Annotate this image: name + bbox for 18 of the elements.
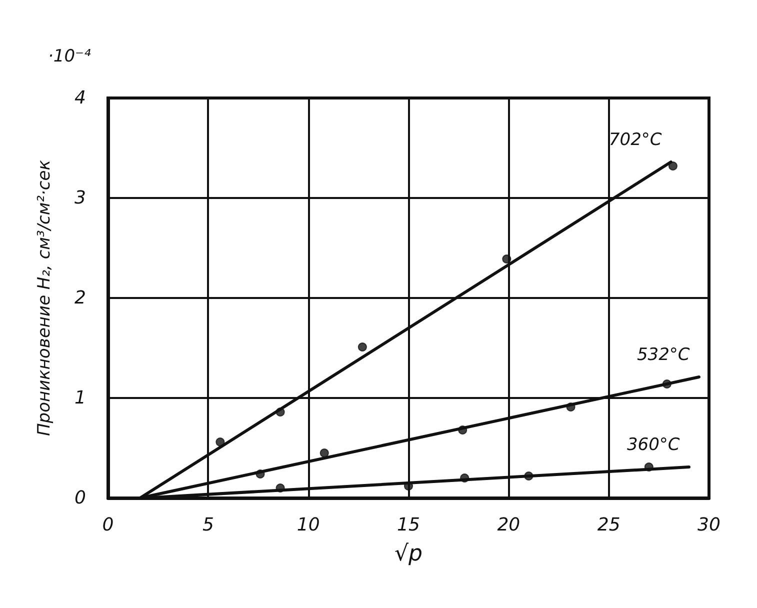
series-label: 360°C	[626, 435, 680, 455]
x-tick-label: 30	[698, 514, 720, 536]
text: ·10⁻⁴	[48, 46, 92, 66]
series-label: 532°C	[636, 345, 690, 365]
y-tick-label: 2	[74, 288, 86, 308]
y-tick-label: 4	[74, 88, 86, 108]
x-tick-label: 10	[296, 514, 320, 536]
x-tick-label: 15	[397, 514, 420, 536]
x-tick-label: 0	[102, 514, 114, 536]
y-axis-title: Проникновение H₂, см³/см²·сек	[34, 159, 54, 436]
x-tick-label: 20	[497, 514, 520, 536]
x-tick-label: 5	[202, 514, 214, 536]
series-label: 702°C	[608, 130, 662, 150]
y-tick-label: 0	[74, 488, 86, 508]
y-tick-label: 1	[74, 388, 86, 408]
y-tick-label: 3	[74, 188, 86, 208]
x-axis-title: √p	[394, 542, 422, 566]
x-tick-label: 25	[597, 514, 620, 536]
